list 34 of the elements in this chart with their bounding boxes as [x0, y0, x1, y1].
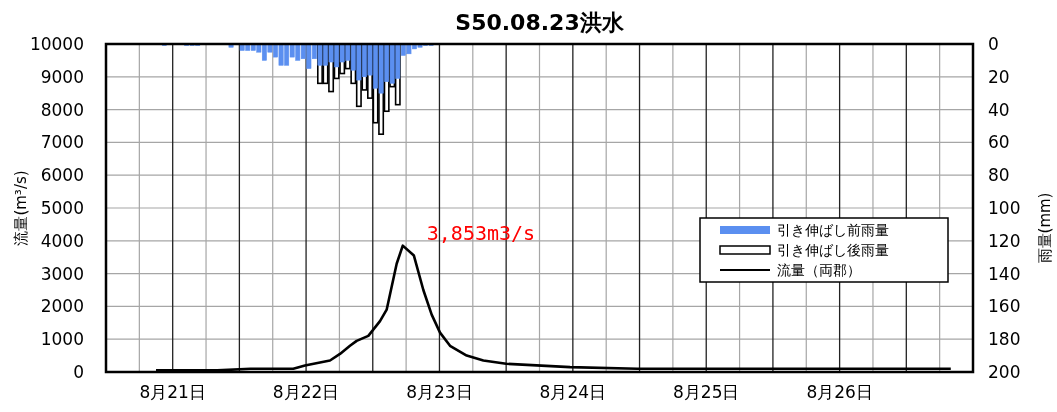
y-tick-label: 6000 — [40, 165, 84, 186]
y2-tick-label: 20 — [988, 66, 1010, 87]
y-tick-label: 10000 — [29, 34, 84, 54]
y-tick-label: 2000 — [40, 296, 84, 317]
x-tick-label: 8月26日 — [806, 382, 873, 402]
y-tick-label: 5000 — [40, 198, 84, 218]
y2-tick-label: 0 — [988, 34, 999, 54]
y-tick-label: 3000 — [40, 263, 84, 284]
x-tick-label: 8月25日 — [673, 382, 740, 402]
y2-tick-label: 200 — [988, 362, 1021, 382]
chart-title: S50.08.23洪水 — [455, 10, 625, 35]
x-tick-label: 8月24日 — [539, 382, 607, 402]
y2-axis-title: 雨量(mm) — [1036, 192, 1054, 264]
x-tick-label: 8月21日 — [139, 382, 206, 402]
x-tick-label: 8月22日 — [272, 382, 340, 402]
y2-tick-label: 160 — [988, 296, 1021, 317]
y2-tick-label: 40 — [988, 99, 1010, 120]
legend-label: 引き伸ばし前雨量 — [777, 222, 889, 238]
y2-tick-label: 180 — [988, 329, 1021, 350]
legend-label: 引き伸ばし後雨量 — [777, 242, 889, 258]
y-tick-label: 7000 — [40, 132, 84, 153]
y2-tick-label: 60 — [988, 132, 1010, 153]
y-tick-label: 4000 — [40, 230, 84, 251]
y2-tick-label: 120 — [988, 230, 1021, 251]
y-tick-label: 0 — [73, 362, 84, 382]
legend-label: 流量（両郡） — [777, 262, 861, 278]
y-tick-label: 9000 — [40, 66, 84, 87]
y-tick-label: 1000 — [40, 329, 84, 350]
x-tick-label: 8月23日 — [406, 382, 473, 402]
y-axis-title: 流量(m³/s) — [12, 170, 30, 246]
y2-tick-label: 140 — [988, 263, 1021, 284]
y-tick-label: 8000 — [40, 99, 84, 120]
y2-tick-label: 80 — [988, 165, 1010, 186]
y2-tick-label: 100 — [988, 198, 1021, 218]
